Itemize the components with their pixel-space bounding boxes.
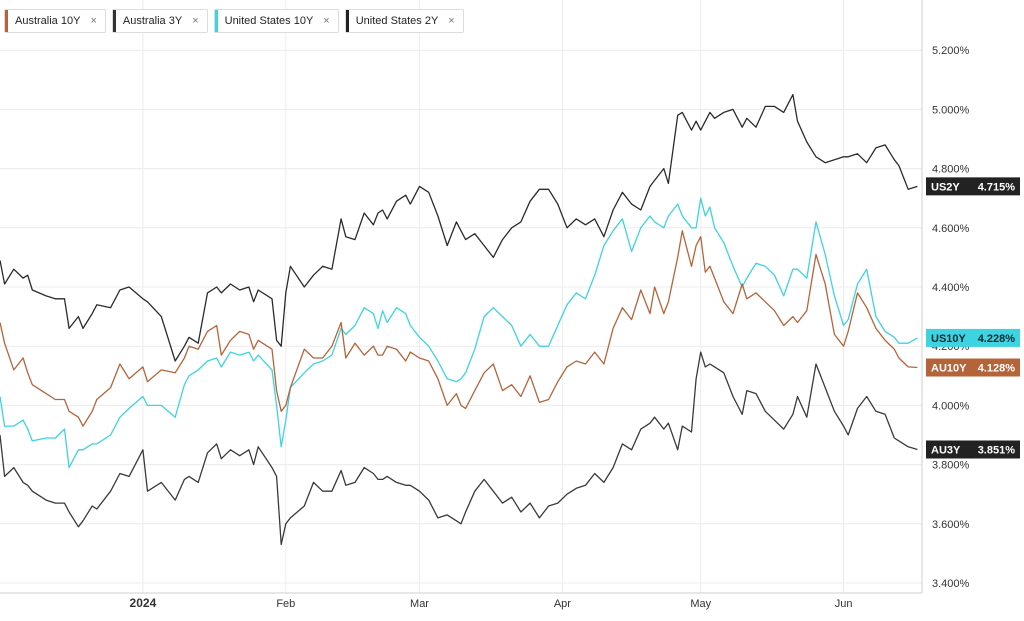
legend-chip-australia-3y[interactable]: Australia 3Y × (111, 9, 208, 33)
y-tick-label: 3.600% (932, 519, 970, 531)
badge-symbol: AU3Y (931, 445, 961, 457)
x-tick-label: Feb (276, 598, 295, 610)
legend-chip-united-states-2y[interactable]: United States 2Y × (344, 9, 464, 33)
legend: Australia 10Y × Australia 3Y × United St… (4, 9, 464, 33)
close-icon[interactable]: × (192, 15, 199, 27)
x-tick-label: Jun (835, 598, 853, 610)
badge-value: 4.128% (978, 363, 1016, 375)
y-tick-label: 3.800% (932, 460, 970, 472)
y-tick-label: 4.400% (932, 282, 970, 294)
legend-label: Australia 3Y (122, 15, 183, 27)
legend-chip-united-states-10y[interactable]: United States 10Y × (213, 9, 339, 33)
legend-label: United States 10Y (224, 15, 314, 27)
x-tick-label: Apr (554, 598, 571, 610)
last-value-badge (926, 358, 1020, 377)
y-tick-label: 5.000% (932, 104, 970, 116)
badge-symbol: AU10Y (931, 363, 967, 375)
series-line-us10y (0, 197, 918, 469)
series-line-au3y (0, 351, 918, 546)
series-line-au10y (0, 230, 918, 427)
x-tick-label: Mar (410, 598, 429, 610)
legend-swatch (214, 10, 218, 32)
close-icon[interactable]: × (448, 15, 455, 27)
last-value-badge (926, 328, 1020, 347)
legend-swatch (112, 10, 116, 32)
y-tick-label: 4.800% (932, 164, 970, 176)
badge-value: 3.851% (978, 445, 1016, 457)
close-icon[interactable]: × (90, 15, 97, 27)
badge-symbol: US10Y (931, 333, 967, 345)
legend-label: Australia 10Y (15, 15, 81, 27)
close-icon[interactable]: × (323, 15, 330, 27)
badge-symbol: US2Y (931, 181, 960, 193)
y-tick-label: 5.200% (932, 45, 970, 57)
y-tick-label: 4.600% (932, 223, 970, 235)
last-value-badge (926, 177, 1020, 196)
y-tick-label: 3.400% (932, 578, 970, 590)
legend-swatch (345, 10, 349, 32)
x-tick-label: May (690, 598, 711, 610)
series-line-us2y (0, 93, 918, 362)
legend-swatch (5, 10, 8, 32)
x-tick-label: 2024 (130, 596, 157, 610)
legend-chip-australia-10y[interactable]: Australia 10Y × (4, 9, 106, 33)
last-value-badge (926, 440, 1020, 459)
legend-label: United States 2Y (355, 15, 439, 27)
y-tick-label: 4.000% (932, 400, 970, 412)
badge-value: 4.715% (978, 181, 1016, 193)
badge-value: 4.228% (978, 333, 1016, 345)
